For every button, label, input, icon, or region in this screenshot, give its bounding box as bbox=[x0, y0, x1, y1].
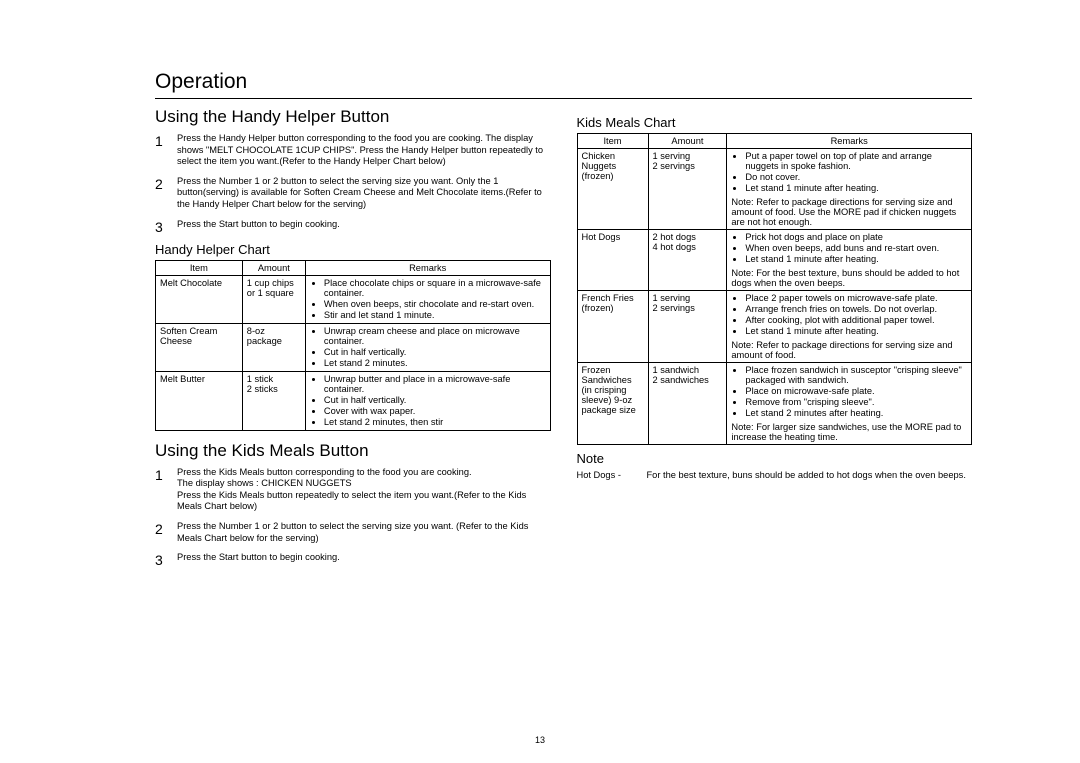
step-number: 1 bbox=[155, 467, 177, 482]
row-note: Note: Refer to package directions for se… bbox=[731, 197, 967, 227]
step-1: 1 Press the Handy Helper button correspo… bbox=[155, 133, 551, 168]
step-number: 3 bbox=[155, 552, 177, 567]
table-row: Chicken Nuggets (frozen)1 serving 2 serv… bbox=[577, 149, 972, 230]
page: Operation Using the Handy Helper Button … bbox=[0, 0, 1080, 763]
col-amount: Amount bbox=[648, 134, 727, 149]
cell-amount: 8-oz package bbox=[242, 323, 305, 371]
section-heading-kids-meals: Using the Kids Meals Button bbox=[155, 441, 551, 461]
table-row: Soften Cream Cheese8-oz packageUnwrap cr… bbox=[156, 323, 551, 371]
cell-item: Chicken Nuggets (frozen) bbox=[577, 149, 648, 230]
col-remarks: Remarks bbox=[727, 134, 972, 149]
handy-helper-chart: Item Amount Remarks Melt Chocolate1 cup … bbox=[155, 260, 551, 431]
step-text: Press the Start button to begin cooking. bbox=[177, 552, 340, 564]
cell-item: Melt Butter bbox=[156, 371, 243, 430]
table-row: Melt Chocolate1 cup chips or 1 squarePla… bbox=[156, 275, 551, 323]
page-title: Operation bbox=[155, 70, 972, 94]
table-row: Melt Butter1 stick 2 sticksUnwrap butter… bbox=[156, 371, 551, 430]
cell-item: Frozen Sandwiches (in crisping sleeve) 9… bbox=[577, 363, 648, 445]
page-number: 13 bbox=[0, 735, 1080, 745]
col-item: Item bbox=[156, 260, 243, 275]
cell-remarks: Put a paper towel on top of plate and ar… bbox=[727, 149, 972, 230]
cell-remarks: Place chocolate chips or square in a mic… bbox=[305, 275, 550, 323]
kids-meals-steps: 1 Press the Kids Meals button correspond… bbox=[155, 467, 551, 568]
footnote-label: Hot Dogs - bbox=[577, 470, 647, 480]
step-number: 2 bbox=[155, 521, 177, 536]
cell-remarks: Unwrap butter and place in a microwave-s… bbox=[305, 371, 550, 430]
step-number: 2 bbox=[155, 176, 177, 191]
cell-item: Soften Cream Cheese bbox=[156, 323, 243, 371]
cell-remarks: Unwrap cream cheese and place on microwa… bbox=[305, 323, 550, 371]
cell-amount: 1 cup chips or 1 square bbox=[242, 275, 305, 323]
cell-amount: 1 stick 2 sticks bbox=[242, 371, 305, 430]
step-text: Press the Number 1 or 2 button to select… bbox=[177, 176, 551, 211]
step-text: Press the Handy Helper button correspond… bbox=[177, 133, 551, 168]
step-3: 3 Press the Start button to begin cookin… bbox=[155, 552, 551, 567]
cell-item: Melt Chocolate bbox=[156, 275, 243, 323]
handy-helper-steps: 1 Press the Handy Helper button correspo… bbox=[155, 133, 551, 234]
cell-amount: 1 serving 2 servings bbox=[648, 149, 727, 230]
row-note: Note: Refer to package directions for se… bbox=[731, 340, 967, 360]
right-column: Kids Meals Chart Item Amount Remarks Chi… bbox=[577, 101, 973, 575]
cell-remarks: Prick hot dogs and place on plateWhen ov… bbox=[727, 230, 972, 291]
step-1: 1 Press the Kids Meals button correspond… bbox=[155, 467, 551, 513]
table-row: Frozen Sandwiches (in crisping sleeve) 9… bbox=[577, 363, 972, 445]
horizontal-rule bbox=[155, 98, 972, 99]
kids-meals-chart-title: Kids Meals Chart bbox=[577, 115, 973, 130]
col-item: Item bbox=[577, 134, 648, 149]
note-heading: Note bbox=[577, 451, 973, 466]
cell-item: Hot Dogs bbox=[577, 230, 648, 291]
step-text: Press the Number 1 or 2 button to select… bbox=[177, 521, 551, 544]
table-row: French Fries (frozen)1 serving 2 serving… bbox=[577, 291, 972, 363]
row-note: Note: For larger size sandwiches, use th… bbox=[731, 422, 967, 442]
left-column: Using the Handy Helper Button 1 Press th… bbox=[155, 101, 551, 575]
title-block: Operation bbox=[155, 70, 972, 99]
footnote-text: For the best texture, buns should be add… bbox=[647, 470, 966, 480]
col-amount: Amount bbox=[242, 260, 305, 275]
footnote: Hot Dogs - For the best texture, buns sh… bbox=[577, 470, 973, 480]
section-heading-handy-helper: Using the Handy Helper Button bbox=[155, 107, 551, 127]
step-text: Press the Start button to begin cooking. bbox=[177, 219, 340, 231]
cell-remarks: Place frozen sandwich in susceptor "cris… bbox=[727, 363, 972, 445]
step-number: 3 bbox=[155, 219, 177, 234]
cell-amount: 1 sandwich 2 sandwiches bbox=[648, 363, 727, 445]
handy-helper-chart-title: Handy Helper Chart bbox=[155, 242, 551, 257]
step-text: Press the Kids Meals button correspondin… bbox=[177, 467, 551, 513]
two-column-layout: Using the Handy Helper Button 1 Press th… bbox=[155, 101, 972, 575]
step-number: 1 bbox=[155, 133, 177, 148]
cell-amount: 2 hot dogs 4 hot dogs bbox=[648, 230, 727, 291]
step-3: 3 Press the Start button to begin cookin… bbox=[155, 219, 551, 234]
kids-meals-chart: Item Amount Remarks Chicken Nuggets (fro… bbox=[577, 133, 973, 445]
col-remarks: Remarks bbox=[305, 260, 550, 275]
table-row: Hot Dogs2 hot dogs 4 hot dogsPrick hot d… bbox=[577, 230, 972, 291]
step-2: 2 Press the Number 1 or 2 button to sele… bbox=[155, 521, 551, 544]
cell-remarks: Place 2 paper towels on microwave-safe p… bbox=[727, 291, 972, 363]
step-2: 2 Press the Number 1 or 2 button to sele… bbox=[155, 176, 551, 211]
cell-item: French Fries (frozen) bbox=[577, 291, 648, 363]
cell-amount: 1 serving 2 servings bbox=[648, 291, 727, 363]
row-note: Note: For the best texture, buns should … bbox=[731, 268, 967, 288]
